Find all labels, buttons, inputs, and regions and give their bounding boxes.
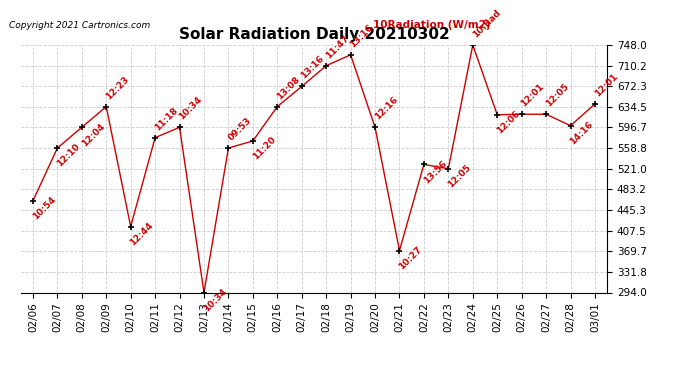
- Text: 12:10: 12:10: [55, 142, 81, 169]
- Text: 11:47: 11:47: [324, 33, 351, 60]
- Text: 13:16: 13:16: [348, 22, 375, 49]
- Text: 12:01: 12:01: [520, 82, 546, 109]
- Text: 10:Rad: 10:Rad: [471, 8, 502, 39]
- Text: 12:05: 12:05: [544, 82, 571, 109]
- Text: 10:34: 10:34: [201, 287, 228, 314]
- Text: 13:16: 13:16: [299, 54, 326, 81]
- Text: 12:23: 12:23: [104, 75, 130, 101]
- Text: 11:20: 11:20: [250, 135, 277, 162]
- Title: Solar Radiation Daily 20210302: Solar Radiation Daily 20210302: [179, 27, 449, 42]
- Text: 12:01: 12:01: [593, 72, 620, 98]
- Text: 10:54: 10:54: [31, 195, 57, 222]
- Text: 10:27: 10:27: [397, 245, 424, 272]
- Text: 13:56: 13:56: [422, 159, 448, 185]
- Text: 12:06: 12:06: [495, 109, 522, 136]
- Text: 12:04: 12:04: [79, 122, 106, 148]
- Text: 10:34: 10:34: [177, 95, 204, 122]
- Text: 12:16: 12:16: [373, 95, 400, 122]
- Text: 12:44: 12:44: [128, 220, 155, 248]
- Text: 12:05: 12:05: [446, 163, 473, 190]
- Text: 09:53: 09:53: [226, 116, 253, 142]
- Text: Copyright 2021 Cartronics.com: Copyright 2021 Cartronics.com: [9, 21, 150, 30]
- Text: 13:08: 13:08: [275, 75, 302, 101]
- Text: 14:16: 14:16: [569, 120, 595, 147]
- Text: 11:18: 11:18: [153, 105, 179, 132]
- Text: 10Radiation (W/m2): 10Radiation (W/m2): [373, 20, 490, 30]
